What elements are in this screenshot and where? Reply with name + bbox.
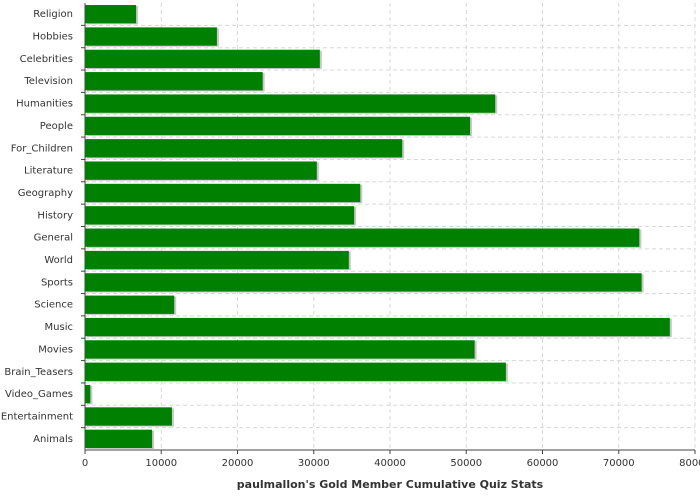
y-tick-label: World bbox=[44, 255, 73, 266]
x-tick-label: 60000 bbox=[527, 458, 559, 469]
bar bbox=[85, 340, 475, 359]
bar bbox=[85, 94, 496, 113]
bar bbox=[85, 407, 172, 426]
y-tick-label: Hobbies bbox=[33, 32, 73, 43]
y-tick-label: Literature bbox=[24, 166, 73, 177]
x-tick-label: 20000 bbox=[222, 458, 254, 469]
bar bbox=[85, 429, 153, 448]
y-tick-label: Brain_Teasers bbox=[4, 367, 73, 378]
y-tick-label: Video_Games bbox=[5, 389, 73, 400]
x-tick-label: 40000 bbox=[374, 458, 406, 469]
bar bbox=[85, 228, 640, 247]
bar bbox=[85, 295, 175, 314]
bar bbox=[85, 273, 642, 292]
bar bbox=[85, 27, 217, 46]
y-tick-label: Animals bbox=[33, 434, 73, 445]
y-tick-label: Religion bbox=[33, 9, 73, 20]
x-tick-label: 10000 bbox=[145, 458, 177, 469]
x-tick-label: 0 bbox=[82, 458, 88, 469]
bar bbox=[85, 49, 320, 69]
y-tick-label: Humanities bbox=[16, 99, 73, 110]
y-tick-label: Entertainment bbox=[1, 411, 73, 422]
bar bbox=[85, 72, 263, 91]
y-tick-label: General bbox=[34, 233, 73, 244]
bar bbox=[85, 206, 355, 225]
x-tick-label: 30000 bbox=[298, 458, 330, 469]
bar bbox=[85, 384, 91, 404]
y-tick-label: Geography bbox=[18, 188, 73, 199]
bar bbox=[85, 116, 471, 136]
y-tick-label: Television bbox=[23, 76, 73, 87]
y-tick-label: People bbox=[40, 121, 73, 132]
bar bbox=[85, 250, 349, 270]
bar bbox=[85, 317, 670, 337]
y-tick-label: Celebrities bbox=[20, 54, 73, 65]
bar bbox=[85, 5, 137, 24]
bar bbox=[85, 362, 506, 381]
y-tick-label: Sports bbox=[41, 277, 73, 288]
y-tick-label: For_Children bbox=[11, 143, 73, 154]
y-tick-label: Science bbox=[34, 300, 73, 311]
bar bbox=[85, 161, 317, 180]
y-tick-label: History bbox=[37, 210, 73, 221]
bar bbox=[85, 183, 361, 203]
x-axis-title: paulmallon's Gold Member Cumulative Quiz… bbox=[237, 478, 544, 491]
x-tick-label: 70000 bbox=[603, 458, 635, 469]
bar bbox=[85, 139, 403, 158]
y-tick-label: Music bbox=[45, 322, 73, 333]
y-tick-label: Movies bbox=[38, 344, 73, 355]
x-tick-label: 80000 bbox=[679, 458, 700, 469]
x-tick-label: 50000 bbox=[450, 458, 482, 469]
